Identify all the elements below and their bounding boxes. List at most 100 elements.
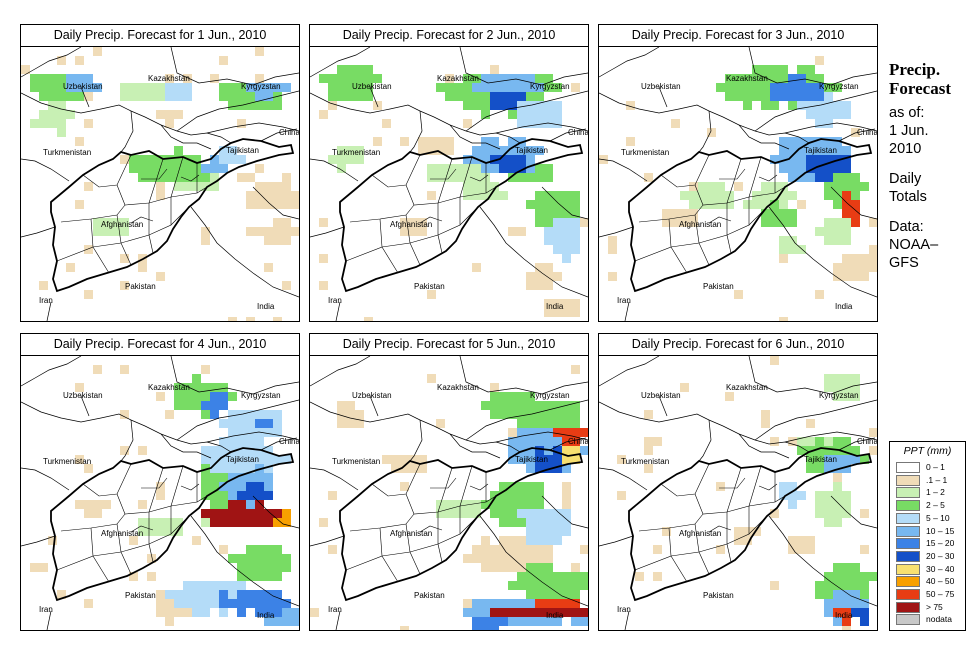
precip-cell [779,191,788,200]
country-label-iran: Iran [39,296,53,305]
precip-cell [282,599,291,608]
country-label-turkmenistan: Turkmenistan [43,148,91,157]
precip-cell [526,491,535,500]
country-label-kyrgyzstan: Kyrgyzstan [530,391,570,400]
precip-cell [192,383,201,392]
precip-cell [815,290,824,299]
precip-cell [842,218,851,227]
precip-cell [219,599,228,608]
precip-cell [707,191,716,200]
precip-cell [571,563,580,572]
precip-cell [779,164,788,173]
precip-cell [517,545,526,554]
precip-cell [562,419,571,428]
country-boundary [21,356,82,387]
precip-cell [472,626,481,630]
precip-cell [273,590,282,599]
precip-cell [93,500,102,509]
precip-cell [553,428,562,437]
legend-label: 15 – 20 [926,538,955,549]
map-svg: UzbekistanKazakhstanKyrgyzstanChinaTurkm… [21,356,299,630]
precip-cell [562,209,571,218]
precip-cell [824,164,833,173]
precip-cell [824,572,833,581]
precip-cell [562,200,571,209]
precip-cell [526,74,535,83]
country-boundary [176,90,299,132]
precip-cell [319,281,328,290]
province-boundary [660,463,710,497]
precip-cell [66,74,75,83]
country-label-kazakhstan: Kazakhstan [148,74,190,83]
country-label-turkmenistan: Turkmenistan [621,148,669,157]
precip-cell [228,599,237,608]
legend-item: 50 – 75 [896,589,966,601]
precip-cell [553,581,562,590]
precip-cell [138,155,147,164]
province-boundary [349,204,415,223]
precip-cell [273,554,282,563]
precip-cell [544,401,553,410]
precip-cell [608,236,617,245]
precip-cell [481,182,490,191]
panel-title: Daily Precip. Forecast for 6 Jun., 2010 [599,334,877,356]
precip-cell [851,209,860,218]
precip-cell [174,182,183,191]
precip-cell [156,527,165,536]
country-boundary [170,47,299,86]
precip-cell [571,446,580,455]
precip-cell [120,92,129,101]
precip-cell [409,464,418,473]
precip-cell [833,581,842,590]
precip-cell [273,191,282,200]
precip-cell [761,83,770,92]
precip-cell [815,155,824,164]
precip-cell [508,392,517,401]
precip-cell [535,428,544,437]
precip-cell [490,500,499,509]
precip-cell [291,617,299,626]
precip-cell [571,227,580,236]
precip-cell [508,173,517,182]
precip-cell [228,455,237,464]
precip-cell [842,437,851,446]
precip-cell [851,200,860,209]
precip-cell [364,92,373,101]
precip-cell [734,74,743,83]
province-boundary [419,525,443,533]
precip-cell [544,281,553,290]
precip-cell [346,146,355,155]
country-label-india: India [546,302,564,311]
precip-cell [273,509,282,518]
precip-cell [517,83,526,92]
legend-item: 30 – 40 [896,563,966,576]
precip-cell [517,119,526,128]
legend-swatch [896,563,920,575]
precip-cell [246,554,255,563]
province-boundary [82,463,132,497]
precip-cell [255,428,264,437]
precip-cell [671,209,680,218]
province-boundary [116,158,164,206]
precip-cell [165,518,174,527]
precip-cell [165,527,174,536]
precip-cell [535,173,544,182]
precip-cell [851,128,860,137]
precip-cell [264,473,273,482]
country-boundary [599,47,660,78]
country-label-china: China [857,128,877,137]
precip-cell [707,182,716,191]
precip-cell [779,245,788,254]
precip-cell [291,608,299,617]
country-boundary [369,86,379,108]
country-label-afghanistan: Afghanistan [679,220,721,229]
precip-cell [264,518,273,527]
precip-cell [463,119,472,128]
side-info: Precip. Forecast as of: 1 Jun. 2010 Dail… [889,60,975,272]
precip-cell [571,401,580,410]
precip-cell [499,482,508,491]
precip-cell [463,83,472,92]
precip-cell [120,365,129,374]
precip-cell [499,491,508,500]
precip-cell [156,392,165,401]
